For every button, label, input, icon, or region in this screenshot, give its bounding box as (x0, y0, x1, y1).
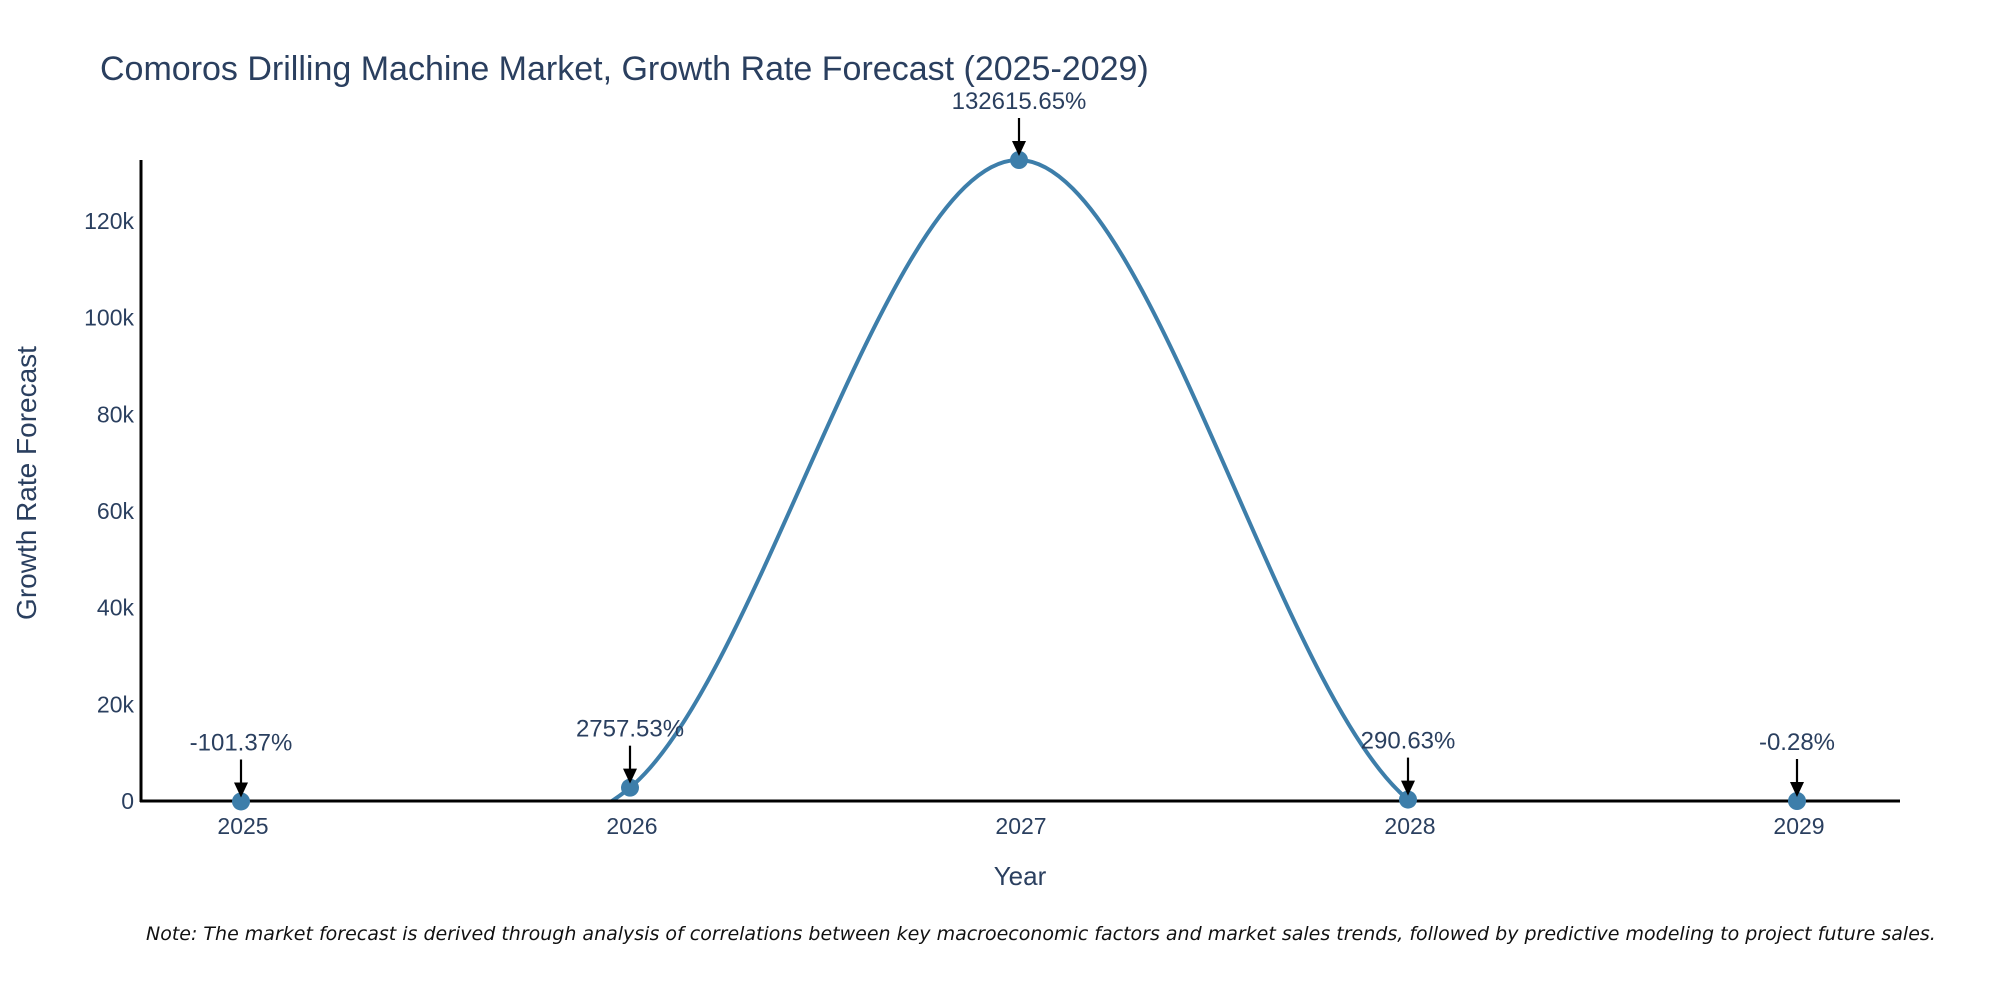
data-label: 2757.53% (576, 716, 684, 743)
y-tick-label: 80k (97, 401, 135, 427)
y-tick-label: 60k (97, 498, 135, 524)
data-label: -0.28% (1759, 729, 1835, 756)
annotation-arrow-head (1012, 141, 1026, 156)
data-point-marker (232, 792, 250, 811)
annotation-arrow-head (623, 768, 637, 784)
x-tick-label: 2026 (606, 813, 657, 839)
y-tick-label: 100k (84, 305, 134, 331)
annotation-arrow-head (234, 782, 248, 798)
growth-rate-line (240, 157, 1798, 802)
data-label: 132615.65% (952, 88, 1087, 115)
x-axis-ticks: 2025 2026 2027 2028 2029 (217, 813, 1824, 839)
y-axis-ticks: 0 20k 40k 60k 80k 100k 120k (84, 208, 134, 814)
data-annotations: -101.37% 2757.53% 132615.65% 290.63% -0.28% (190, 88, 1835, 798)
annotation-arrow-head (1790, 782, 1804, 798)
data-point-marker (1788, 792, 1806, 811)
data-point-marker (621, 778, 639, 797)
x-tick-label: 2029 (1773, 813, 1824, 839)
y-tick-label: 40k (97, 595, 135, 621)
y-tick-label: 0 (121, 788, 134, 814)
footnote: Note: The market forecast is derived thr… (146, 923, 1936, 945)
chart-title: Comoros Drilling Machine Market, Growth … (100, 50, 1149, 88)
annotation-arrow-head (1401, 780, 1415, 796)
data-point-marker (1010, 151, 1028, 169)
x-axis-title: Year (994, 861, 1047, 891)
x-tick-label: 2025 (217, 813, 268, 839)
data-label: -101.37% (190, 729, 293, 756)
y-tick-label: 20k (97, 691, 135, 717)
data-label: 290.63% (1361, 728, 1456, 755)
x-tick-label: 2027 (995, 813, 1046, 839)
y-tick-label: 120k (84, 208, 134, 234)
y-axis-title: Growth Rate Forecast (11, 346, 42, 620)
data-point-marker (1399, 790, 1417, 809)
data-markers (232, 151, 1806, 811)
x-tick-label: 2028 (1384, 813, 1435, 839)
